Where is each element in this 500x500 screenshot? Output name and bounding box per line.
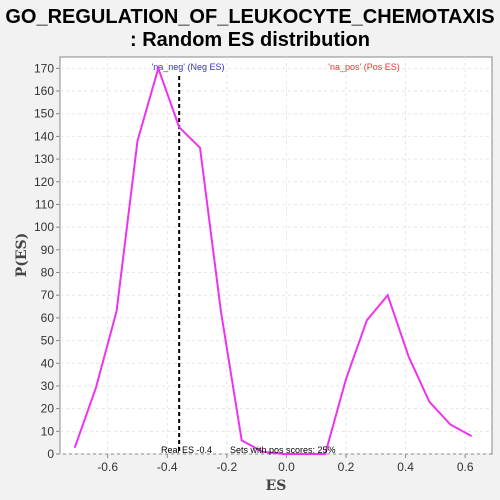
y-tick-label: 140 bbox=[34, 129, 54, 143]
neg-es-label: 'na_neg' (Neg ES) bbox=[152, 62, 225, 72]
series-line bbox=[73, 65, 472, 455]
x-tick-label: 0.4 bbox=[397, 460, 414, 474]
data-point bbox=[115, 310, 118, 312]
x-axis-title: ES bbox=[266, 478, 287, 494]
y-tick-label: 90 bbox=[41, 243, 55, 257]
chart-title-line-2: : Random ES distribution bbox=[130, 29, 370, 51]
data-point bbox=[282, 453, 285, 455]
x-tick-label: -0.6 bbox=[97, 460, 118, 474]
y-tick-label: 120 bbox=[34, 175, 54, 189]
y-tick-label: 50 bbox=[41, 334, 55, 348]
y-tick-label: 130 bbox=[34, 152, 54, 166]
y-tick-label: 70 bbox=[41, 288, 55, 302]
data-point bbox=[94, 387, 97, 390]
chart-title-line-1: GO_REGULATION_OF_LEUKOCYTE_CHEMOTAXIS bbox=[5, 6, 494, 28]
x-tick-label: -0.4 bbox=[157, 460, 178, 474]
y-tick-label: 0 bbox=[47, 447, 54, 461]
grid-lines bbox=[60, 57, 492, 455]
y-tick-label: 10 bbox=[41, 424, 55, 438]
x-tick-label: 0.2 bbox=[338, 460, 355, 474]
y-tick-label: 110 bbox=[35, 197, 54, 211]
y-tick-label: 80 bbox=[41, 266, 55, 280]
data-point bbox=[407, 355, 410, 358]
plot-area bbox=[59, 56, 493, 455]
y-tick-label: 160 bbox=[34, 84, 54, 98]
y-tick-label: 170 bbox=[34, 61, 54, 75]
y-tick-label: 40 bbox=[41, 356, 55, 370]
pos-scores-label: Sets with pos scores: 25% bbox=[230, 445, 336, 455]
pos-es-label: 'na_pos' (Pos ES) bbox=[328, 62, 399, 72]
x-tick-label: -0.2 bbox=[216, 460, 237, 474]
real-es-label: Real ES -0.4 bbox=[161, 445, 212, 455]
y-tick-label: 100 bbox=[34, 220, 54, 234]
data-point bbox=[470, 435, 472, 437]
data-point bbox=[199, 146, 201, 149]
y-tick-label: 30 bbox=[41, 379, 55, 393]
y-axis-title: P(ES) bbox=[14, 233, 30, 278]
data-point bbox=[386, 294, 389, 297]
y-tick-label: 60 bbox=[41, 311, 55, 325]
data-point bbox=[178, 126, 180, 129]
data-point bbox=[74, 446, 76, 448]
y-axis-ticks: 0 10 20 30 40 50 60 70 80 90 100 110 120 130 140 150 160… bbox=[34, 61, 60, 461]
data-point bbox=[261, 450, 264, 453]
data-point bbox=[240, 439, 243, 442]
y-tick-label: 150 bbox=[34, 107, 54, 121]
x-tick-label: 0.0 bbox=[278, 460, 295, 474]
data-point bbox=[449, 423, 452, 426]
x-axis-ticks: -0.6 -0.4 -0.2 0.0 0.2 0.4 0.6 bbox=[97, 454, 474, 474]
data-point bbox=[136, 140, 139, 142]
data-point bbox=[345, 378, 347, 380]
data-point bbox=[324, 453, 326, 455]
data-point bbox=[220, 310, 222, 312]
data-point bbox=[157, 67, 160, 70]
data-point bbox=[428, 401, 431, 403]
x-tick-label: 0.6 bbox=[457, 460, 474, 474]
data-point bbox=[303, 453, 306, 455]
data-point bbox=[366, 319, 368, 321]
y-tick-label: 20 bbox=[41, 402, 55, 416]
series-points bbox=[74, 67, 472, 455]
